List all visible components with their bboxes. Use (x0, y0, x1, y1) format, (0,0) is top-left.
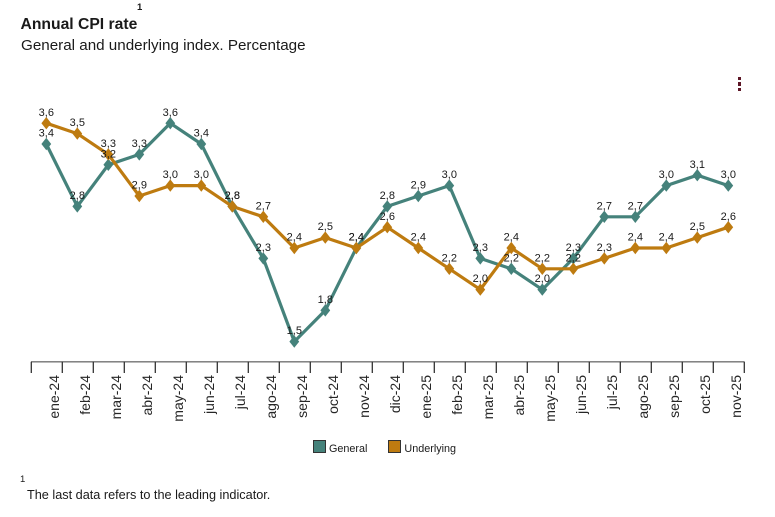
svg-text:2,2: 2,2 (504, 252, 519, 264)
svg-text:3,0: 3,0 (194, 169, 209, 181)
svg-text:3,6: 3,6 (163, 107, 178, 119)
svg-text:2,9: 2,9 (411, 180, 426, 192)
svg-text:2,2: 2,2 (442, 252, 457, 264)
svg-text:feb-24: feb-24 (77, 375, 93, 415)
svg-text:2,3: 2,3 (566, 242, 581, 254)
svg-text:3,6: 3,6 (39, 107, 54, 119)
svg-text:feb-25: feb-25 (449, 375, 465, 415)
svg-text:may-25: may-25 (542, 375, 558, 422)
svg-text:2,4: 2,4 (287, 232, 302, 244)
svg-text:2,6: 2,6 (380, 211, 395, 223)
svg-text:ene-25: ene-25 (418, 375, 434, 419)
svg-text:2,0: 2,0 (473, 273, 488, 285)
svg-text:jul-24: jul-24 (232, 375, 248, 410)
svg-text:2,2: 2,2 (566, 252, 581, 264)
svg-text:3,1: 3,1 (690, 159, 705, 171)
svg-text:sep-24: sep-24 (294, 375, 310, 418)
svg-text:sep-25: sep-25 (666, 375, 682, 418)
svg-text:oct-24: oct-24 (325, 375, 341, 414)
svg-text:2,7: 2,7 (597, 200, 612, 212)
svg-text:2,4: 2,4 (504, 232, 519, 244)
svg-text:jun-25: jun-25 (573, 375, 589, 415)
svg-text:2,6: 2,6 (721, 211, 736, 223)
svg-text:abr-24: abr-24 (139, 375, 155, 416)
svg-text:mar-24: mar-24 (108, 375, 124, 420)
svg-text:abr-25: abr-25 (511, 375, 527, 416)
svg-text:3,5: 3,5 (70, 117, 85, 129)
svg-text:3,4: 3,4 (39, 128, 54, 140)
svg-text:nov-25: nov-25 (728, 375, 744, 418)
svg-text:3,0: 3,0 (721, 169, 736, 181)
svg-text:ene-24: ene-24 (46, 375, 62, 419)
svg-text:2,4: 2,4 (659, 232, 674, 244)
svg-text:may-24: may-24 (170, 375, 186, 422)
svg-text:oct-25: oct-25 (697, 375, 713, 414)
svg-text:2,4: 2,4 (628, 232, 643, 244)
svg-text:2,8: 2,8 (225, 190, 240, 202)
svg-text:ago-24: ago-24 (263, 375, 279, 419)
svg-text:1,8: 1,8 (318, 294, 333, 306)
svg-text:3,2: 3,2 (101, 148, 116, 160)
svg-text:3,3: 3,3 (101, 138, 116, 150)
svg-text:2,5: 2,5 (690, 221, 705, 233)
svg-text:2,9: 2,9 (132, 180, 147, 192)
svg-text:2,4: 2,4 (349, 232, 364, 244)
svg-text:2,8: 2,8 (70, 190, 85, 202)
svg-text:jun-24: jun-24 (201, 375, 217, 415)
svg-text:3,4: 3,4 (194, 128, 209, 140)
svg-text:3,0: 3,0 (163, 169, 178, 181)
svg-text:ago-25: ago-25 (635, 375, 651, 419)
svg-text:2,0: 2,0 (535, 273, 550, 285)
svg-text:1,5: 1,5 (287, 325, 302, 337)
svg-text:2,5: 2,5 (318, 221, 333, 233)
svg-text:2,3: 2,3 (473, 242, 488, 254)
svg-text:jul-25: jul-25 (604, 375, 620, 410)
svg-text:3,0: 3,0 (659, 169, 674, 181)
svg-text:3,3: 3,3 (132, 138, 147, 150)
svg-text:nov-24: nov-24 (356, 375, 372, 418)
svg-text:2,3: 2,3 (597, 242, 612, 254)
svg-text:2,3: 2,3 (256, 242, 271, 254)
svg-text:2,2: 2,2 (535, 252, 550, 264)
svg-text:mar-25: mar-25 (480, 375, 496, 420)
svg-text:dic-24: dic-24 (387, 375, 403, 413)
svg-text:3,0: 3,0 (442, 169, 457, 181)
svg-text:2,7: 2,7 (628, 200, 643, 212)
svg-text:2,4: 2,4 (349, 232, 364, 244)
svg-text:2,7: 2,7 (256, 200, 271, 212)
svg-text:2,8: 2,8 (380, 190, 395, 202)
svg-text:2,8: 2,8 (225, 190, 240, 202)
svg-text:2,4: 2,4 (411, 232, 426, 244)
